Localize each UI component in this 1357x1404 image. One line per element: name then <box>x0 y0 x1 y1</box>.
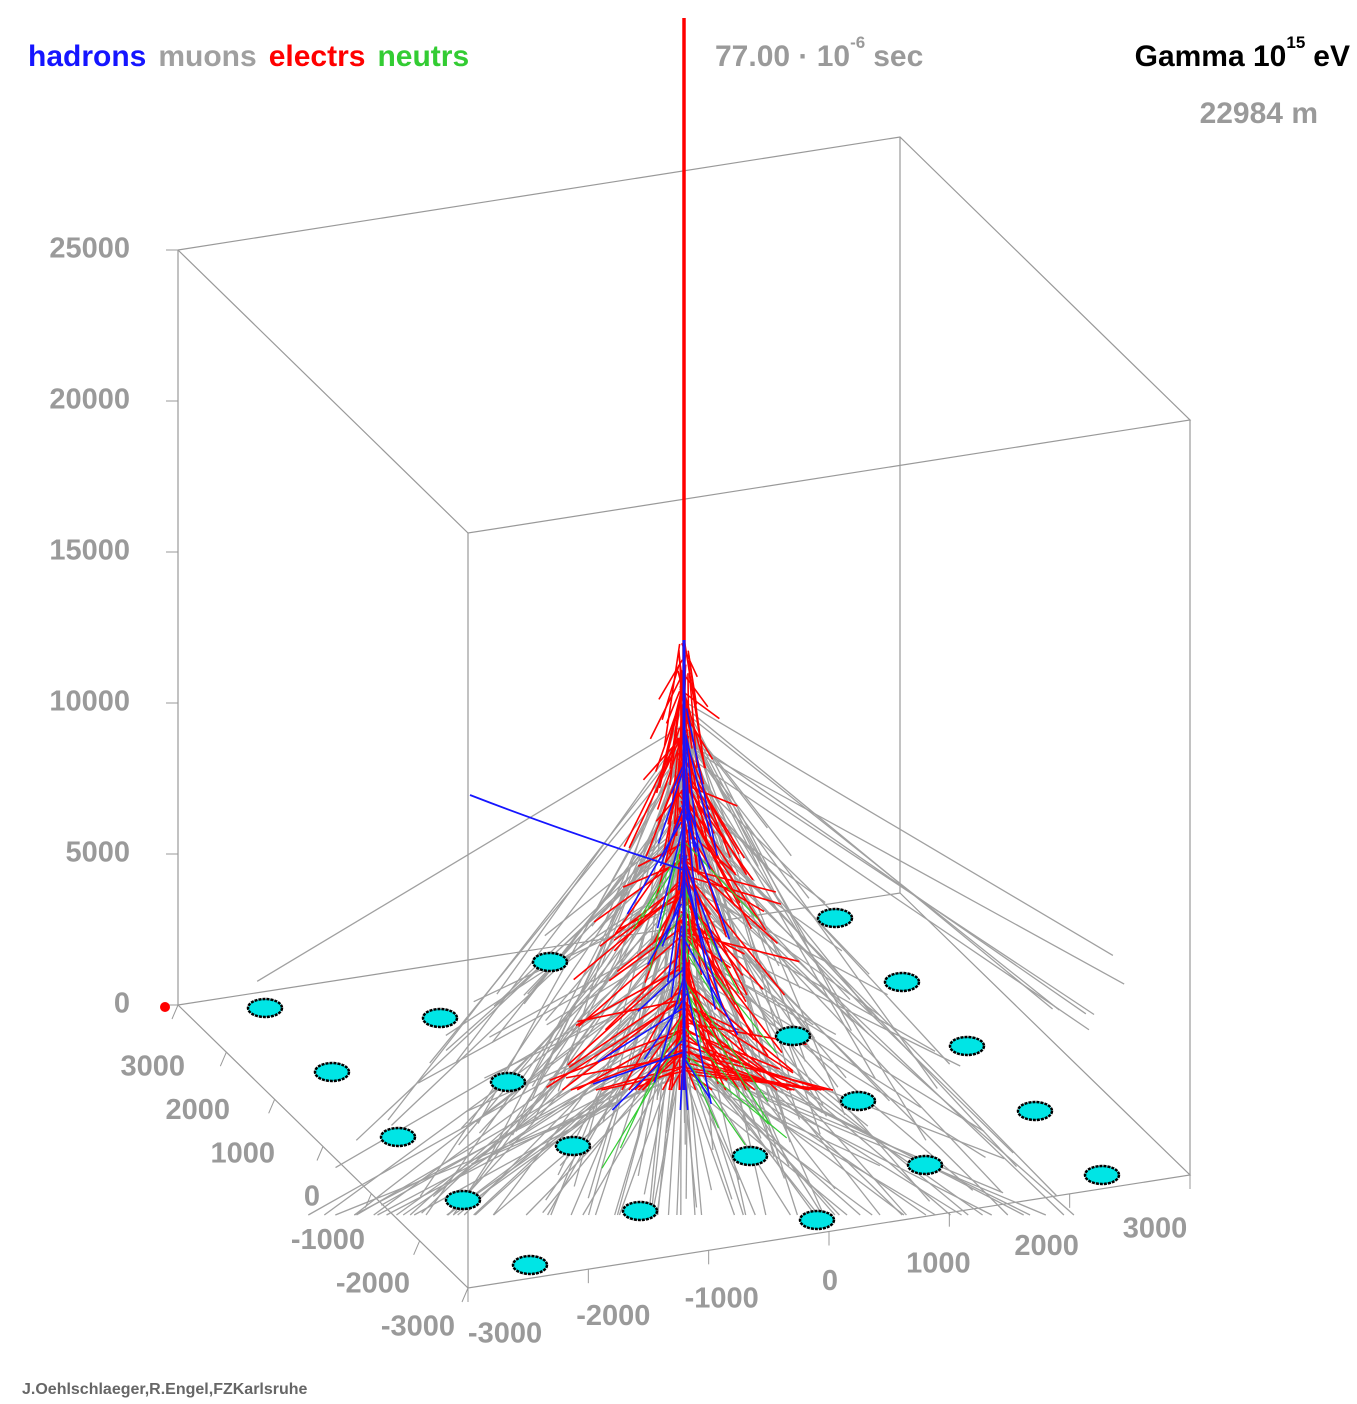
time-unit: sec <box>873 40 923 73</box>
y-tick-label: -1000 <box>291 1224 365 1256</box>
z-tick-label: 15000 <box>49 535 130 567</box>
z-tick-label: 0 <box>114 988 130 1020</box>
detector <box>446 1191 480 1209</box>
z-tick-label: 10000 <box>49 686 130 718</box>
legend: hadrons muons electrs neutrs <box>28 40 469 73</box>
shower-view: hadrons muons electrs neutrs 77.00 · 10-6 se… <box>0 0 1357 1404</box>
detector <box>513 1256 547 1274</box>
title-exponent: 15 <box>1286 33 1305 52</box>
altitude: 22984 m <box>1200 97 1318 130</box>
time-exponent: -6 <box>850 33 865 52</box>
detector <box>1085 1166 1119 1184</box>
legend-entry: electrs <box>269 40 366 73</box>
y-tick-label: 0 <box>304 1181 320 1213</box>
detector <box>423 1009 457 1027</box>
page: hadrons muons electrs neutrs 77.00 · 10-6 se… <box>0 0 1357 1404</box>
z-tick-label: 25000 <box>49 233 130 265</box>
y-tick-label: -2000 <box>336 1267 410 1299</box>
time-value: 77.00 · 10 <box>715 40 850 73</box>
z-tick-label: 5000 <box>65 837 130 869</box>
detector <box>315 1063 349 1081</box>
time-label: 77.00 · 10-6 sec <box>715 33 923 72</box>
title-unit: eV <box>1313 40 1350 73</box>
detector <box>950 1037 984 1055</box>
legend-entry: hadrons <box>28 40 146 73</box>
x-tick-label: 2000 <box>1014 1230 1079 1262</box>
detector <box>248 999 282 1017</box>
detector <box>841 1092 875 1110</box>
detector <box>623 1202 657 1220</box>
x-tick-label: -3000 <box>468 1318 542 1350</box>
detector <box>1018 1102 1052 1120</box>
x-tick-label: 3000 <box>1123 1213 1188 1245</box>
title-text: Gamma 10 <box>1135 40 1287 73</box>
detector <box>733 1147 767 1165</box>
y-tick-label: -3000 <box>381 1311 455 1343</box>
detector <box>533 953 567 971</box>
x-tick-label: -1000 <box>685 1283 759 1315</box>
detector <box>776 1027 810 1045</box>
x-tick-label: 0 <box>822 1265 838 1297</box>
y-tick-label: 1000 <box>210 1137 275 1169</box>
legend-entry: muons <box>158 40 256 73</box>
detector <box>885 973 919 991</box>
title: Gamma 1015 eV <box>1135 33 1350 72</box>
y-tick-label: 3000 <box>120 1051 185 1083</box>
credit: J.Oehlschlaeger,R.Engel,FZKarlsruhe <box>22 1381 308 1398</box>
z-tick-label: 20000 <box>49 384 130 416</box>
detector <box>908 1156 942 1174</box>
x-tick-label: 1000 <box>906 1248 971 1280</box>
detector <box>800 1211 834 1229</box>
x-tick-label: -2000 <box>576 1300 650 1332</box>
detector <box>381 1128 415 1146</box>
y-tick-label: 2000 <box>165 1094 230 1126</box>
detector <box>491 1073 525 1091</box>
legend-entry: neutrs <box>377 40 469 73</box>
detector <box>556 1137 590 1155</box>
detector <box>818 909 852 927</box>
origin-marker <box>160 1002 170 1012</box>
